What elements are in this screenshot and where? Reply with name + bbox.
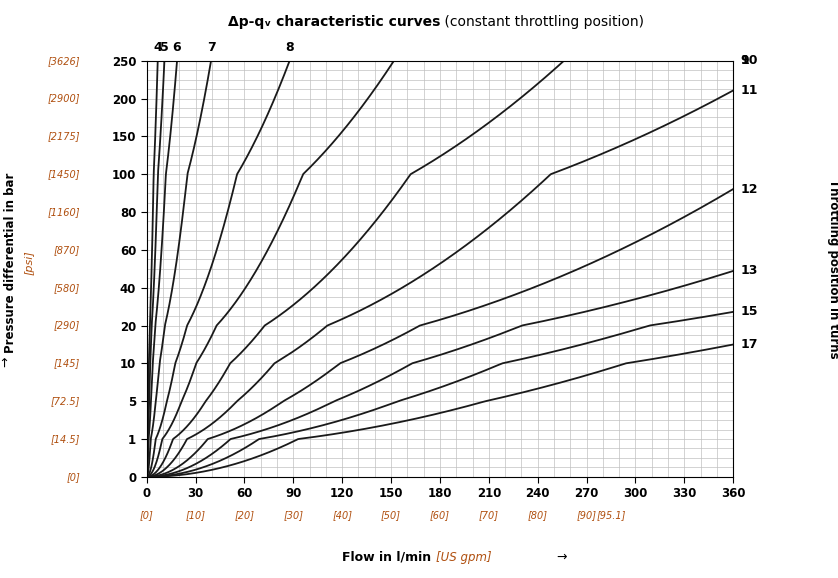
Text: [14.5]: [14.5] [50, 434, 80, 444]
Text: 15: 15 [740, 305, 758, 318]
Text: →: → [553, 551, 567, 564]
Text: [870]: [870] [54, 245, 80, 255]
Text: 4: 4 [153, 40, 162, 54]
Text: [10]: [10] [185, 510, 205, 520]
Text: [145]: [145] [54, 358, 80, 368]
Text: Throttling position in turns: Throttling position in turns [827, 179, 838, 358]
Text: 8: 8 [285, 40, 294, 54]
Text: [60]: [60] [430, 510, 450, 520]
Text: [20]: [20] [235, 510, 255, 520]
Text: 9: 9 [740, 54, 749, 67]
Text: [2900]: [2900] [48, 94, 80, 103]
Text: Pressure differential in bar: Pressure differential in bar [4, 173, 18, 353]
Text: [40]: [40] [332, 510, 352, 520]
Text: [72.5]: [72.5] [50, 396, 80, 406]
Text: 10: 10 [740, 54, 758, 67]
Text: [1450]: [1450] [48, 169, 80, 179]
Text: 13: 13 [740, 264, 758, 277]
Text: [1160]: [1160] [48, 207, 80, 217]
Text: [90]: [90] [577, 510, 597, 520]
Text: →: → [0, 356, 12, 366]
Text: [US gpm]: [US gpm] [436, 551, 491, 564]
Text: [2175]: [2175] [48, 131, 80, 142]
Text: [70]: [70] [478, 510, 499, 520]
Text: [95.1]: [95.1] [597, 510, 626, 520]
Text: 12: 12 [740, 183, 758, 195]
Text: [30]: [30] [283, 510, 303, 520]
Text: 17: 17 [740, 338, 758, 351]
Text: 5: 5 [160, 40, 168, 54]
Text: [0]: [0] [66, 472, 80, 482]
Text: [0]: [0] [140, 510, 153, 520]
Text: [80]: [80] [528, 510, 548, 520]
Text: 7: 7 [207, 40, 215, 54]
Text: [290]: [290] [54, 321, 80, 331]
Text: [3626]: [3626] [48, 55, 80, 66]
Text: 11: 11 [740, 84, 758, 97]
Text: (constant throttling position): (constant throttling position) [440, 15, 644, 29]
Text: [580]: [580] [54, 283, 80, 292]
Text: [50]: [50] [381, 510, 401, 520]
Text: [psi]: [psi] [24, 251, 34, 275]
Text: Δp-qᵥ characteristic curves: Δp-qᵥ characteristic curves [228, 15, 440, 29]
Text: 6: 6 [173, 40, 181, 54]
Text: Flow in l/min: Flow in l/min [342, 551, 436, 564]
